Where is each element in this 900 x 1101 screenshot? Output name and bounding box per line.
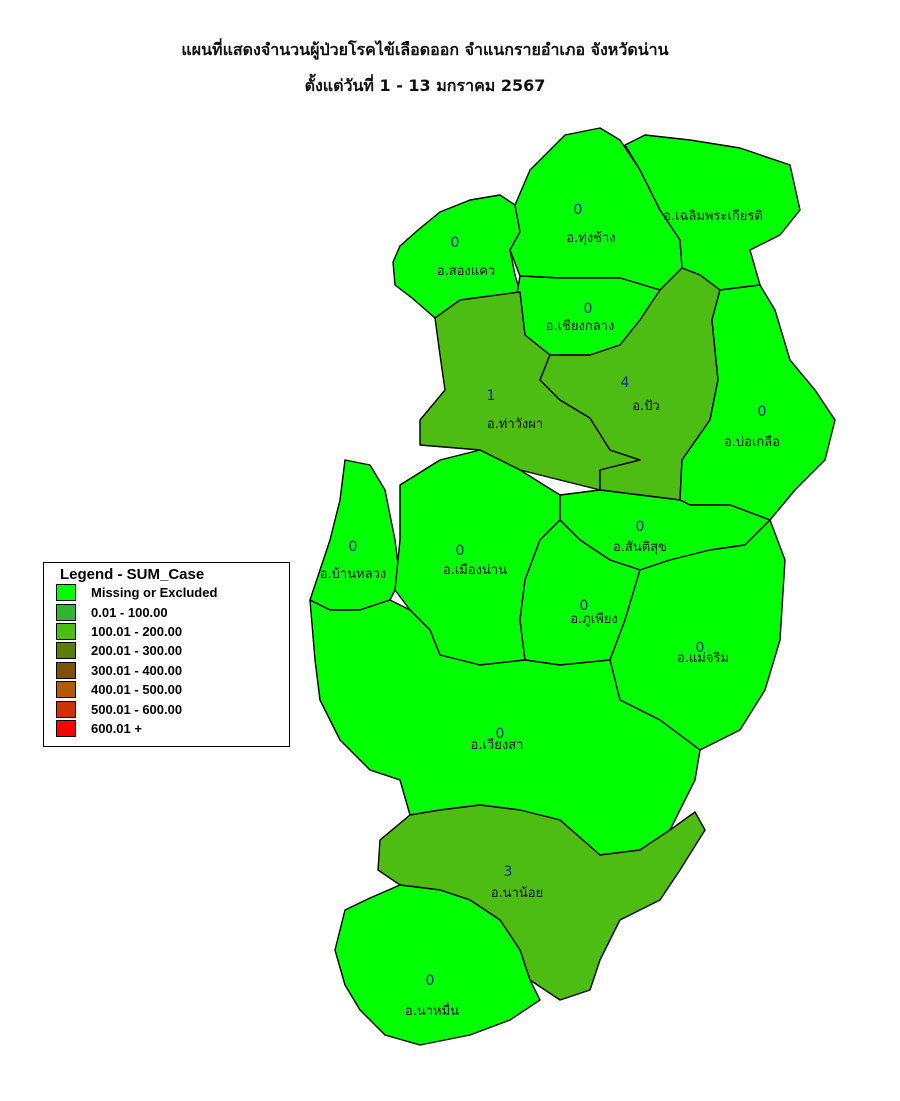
legend-item: 500.01 - 600.00 xyxy=(44,699,289,718)
legend-item: 200.01 - 300.00 xyxy=(44,641,289,660)
legend-label: 100.01 - 200.00 xyxy=(91,624,182,639)
legend-swatch xyxy=(56,642,76,659)
legend-item: 100.01 - 200.00 xyxy=(44,622,289,641)
legend-item: 400.01 - 500.00 xyxy=(44,680,289,699)
label-namuen: อ.นาหมื่น xyxy=(405,1002,459,1019)
legend-label: 500.01 - 600.00 xyxy=(91,702,182,717)
case-thungchang: 0 xyxy=(574,202,583,218)
legend-label: 300.01 - 400.00 xyxy=(91,663,182,678)
label-banluang: อ.บ้านหลวง xyxy=(320,567,387,582)
case-mueangnan: 0 xyxy=(456,543,465,559)
legend-swatch xyxy=(56,604,76,621)
legend-swatch xyxy=(56,662,76,679)
legend-label: Missing or Excluded xyxy=(91,585,217,600)
label-santisuk: อ.สันติสุข xyxy=(613,540,667,555)
label-phukhiang: อ.ภูเพียง xyxy=(570,611,618,627)
legend: Legend - SUM_Case Missing or Excluded 0.… xyxy=(43,562,290,747)
case-chiangklang: 0 xyxy=(584,301,593,317)
legend-swatch xyxy=(56,701,76,718)
label-chiangklang: อ.เชียงกลาง xyxy=(546,318,615,334)
label-thawangpha: อ.ท่าวังผา xyxy=(487,417,543,432)
case-pua: 4 xyxy=(621,375,630,391)
label-nanoi: อ.นาน้อย xyxy=(491,886,543,901)
case-banluang: 0 xyxy=(349,539,358,555)
label-wiangsa: อ.เวียงสา xyxy=(471,737,524,753)
case-nanoi: 3 xyxy=(504,864,513,880)
legend-title: Legend - SUM_Case xyxy=(44,563,289,583)
legend-label: 0.01 - 100.00 xyxy=(91,605,168,620)
label-mueangnan: อ.เมืองน่าน xyxy=(443,562,507,578)
label-maecharim: อ.แม่จริม xyxy=(677,651,729,666)
case-bokluea: 0 xyxy=(758,404,767,420)
label-pua: อ.ปัว xyxy=(632,399,660,414)
label-thungchang: อ.ทุ่งช้าง xyxy=(566,231,615,246)
legend-swatch xyxy=(56,623,76,640)
legend-label: 400.01 - 500.00 xyxy=(91,682,182,697)
legend-swatch xyxy=(56,681,76,698)
case-santisuk: 0 xyxy=(636,519,645,535)
legend-item: 300.01 - 400.00 xyxy=(44,661,289,680)
district-banluang[interactable] xyxy=(310,460,400,610)
case-thawangpha: 1 xyxy=(487,388,496,404)
legend-item: 600.01 + xyxy=(44,719,289,738)
label-bokluea: อ.บ่อเกลือ xyxy=(724,434,780,450)
label-songkhwae: อ.สองแคว xyxy=(437,264,495,279)
case-songkhwae: 0 xyxy=(451,235,460,251)
legend-item: Missing or Excluded xyxy=(44,583,289,602)
legend-label: 200.01 - 300.00 xyxy=(91,643,182,658)
legend-item: 0.01 - 100.00 xyxy=(44,602,289,621)
legend-swatch xyxy=(56,584,76,601)
legend-swatch xyxy=(56,720,76,737)
legend-label: 600.01 + xyxy=(91,721,142,736)
case-namuen: 0 xyxy=(426,973,435,989)
label-chaloem: อ.เฉลิมพระเกียรติ xyxy=(663,208,763,224)
